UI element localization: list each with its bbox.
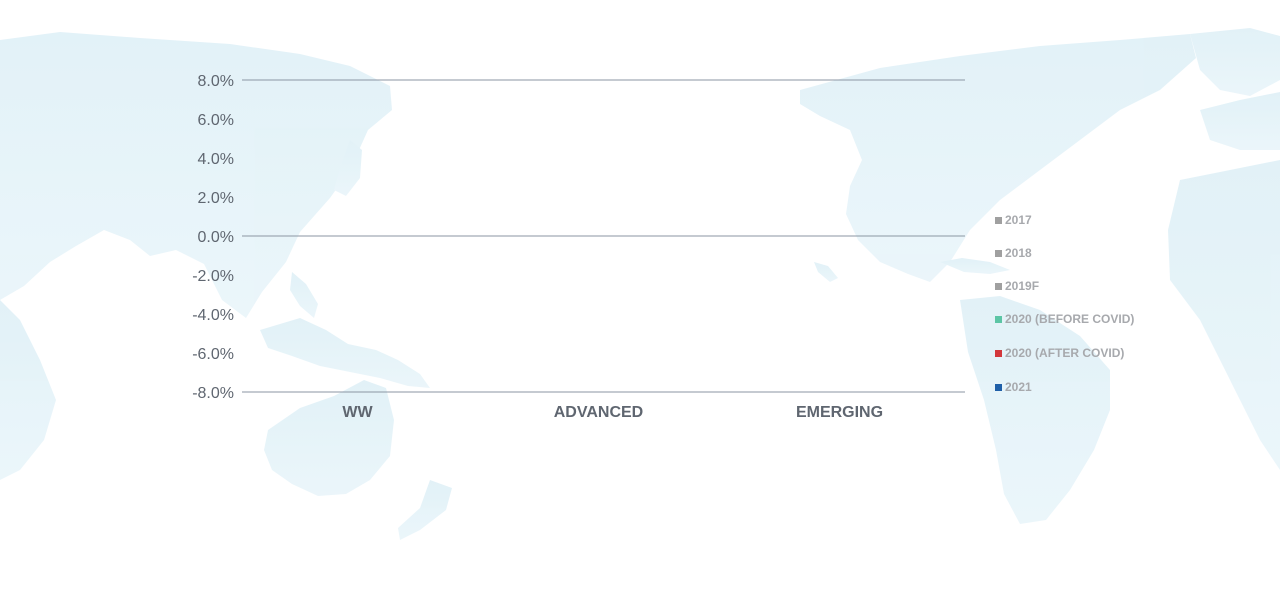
legend-item[interactable]: 2019F [995,278,1039,294]
legend-swatch [995,216,1002,224]
y-tick-label: 4.0% [198,151,234,168]
y-tick-label: -8.0% [192,385,234,402]
new-zealand-shape [398,480,452,540]
greenland-shape [1190,28,1280,96]
legend-label: 2018 [1005,246,1032,260]
y-tick-label: 0.0% [198,229,234,246]
legend-item[interactable]: 2020 (AFTER COVID) [995,345,1124,361]
y-axis: 8.0% 6.0% 4.0% 2.0% 0.0% -2.0% -4.0% -6.0% -8.0% [192,73,234,402]
eurasia-shape [0,32,392,318]
caribbean-shape [940,258,1010,274]
y-tick-label: 6.0% [198,112,234,129]
north-america-shape [800,34,1196,282]
legend-label: 2017 [1005,213,1032,227]
baja-shape [814,262,838,282]
europe-right-shape [1200,92,1280,150]
legend-item[interactable]: 2017 [995,212,1032,228]
legend-item[interactable]: 2020 (BEFORE COVID) [995,311,1134,327]
legend-label: 2020 (BEFORE COVID) [1005,312,1135,326]
legend-swatch [995,249,1002,257]
y-tick-label: -4.0% [192,307,234,324]
left-edge-shape [0,300,56,480]
legend-item[interactable]: 2021 [995,379,1032,395]
y-tick-label: 2.0% [198,190,234,207]
japan-shape [334,140,362,196]
y-tick-label: -2.0% [192,268,234,285]
legend-swatch [995,315,1002,323]
legend-item[interactable]: 2018 [995,245,1032,261]
y-tick-label: 8.0% [198,73,234,90]
sumatra-shape [290,272,318,318]
legend-swatch [995,383,1002,391]
x-axis: WW ADVANCED EMERGING [342,404,883,421]
gridlines [242,79,965,393]
category-label: EMERGING [796,404,883,421]
y-tick-label: -6.0% [192,346,234,363]
category-label: ADVANCED [554,404,643,421]
category-label: WW [342,404,373,421]
legend-label: 2021 [1005,380,1032,394]
australia-shape [264,380,394,496]
sea-islands-shape [260,318,430,388]
legend-label: 2019F [1005,279,1040,293]
africa-right-shape [1168,160,1280,470]
legend-swatch [995,282,1002,290]
legend-swatch [995,349,1002,357]
legend-label: 2020 (AFTER COVID) [1005,346,1125,360]
